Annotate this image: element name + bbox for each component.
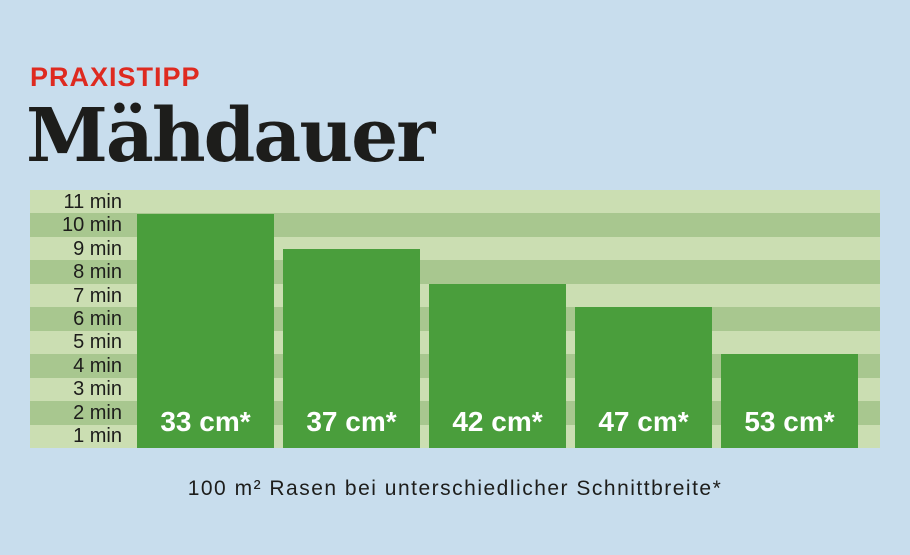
y-tick-label: 3 min <box>73 378 122 401</box>
y-tick-label: 10 min <box>61 214 122 237</box>
y-tick-label: 7 min <box>73 284 122 307</box>
y-tick-label: 9 min <box>73 237 122 260</box>
bar-47cm: 47 cm* <box>575 307 712 448</box>
y-tick-label: 11 min <box>63 190 122 213</box>
bar-42cm: 42 cm* <box>429 283 566 448</box>
y-tick-label: 8 min <box>73 261 122 284</box>
bar-53cm: 53 cm* <box>721 354 858 448</box>
bar-label: 42 cm* <box>452 406 543 437</box>
bar-chart: 11 min 10 min 9 min 8 min 7 min 6 min 5 min 4 m… <box>30 190 880 448</box>
y-tick-label: 2 min <box>73 401 122 424</box>
y-tick-label: 5 min <box>73 331 122 354</box>
kicker-praxistipp: PRAXISTIPP <box>30 62 201 92</box>
bar-label: 47 cm* <box>598 406 689 437</box>
y-tick-label: 1 min <box>73 425 122 448</box>
bar-label: 53 cm* <box>744 406 835 437</box>
bar-37cm: 37 cm* <box>283 248 420 448</box>
bar-33cm: 33 cm* <box>137 213 274 448</box>
chart-bars: 33 cm* 37 cm* 42 cm* 47 cm* 53 cm* <box>137 190 858 448</box>
chart-row: 11 min <box>30 190 880 214</box>
page-title: Mähdauer <box>26 93 435 179</box>
y-tick-label: 4 min <box>73 354 122 377</box>
bar-label: 37 cm* <box>306 406 397 437</box>
y-tick-label: 6 min <box>73 307 122 330</box>
bar-label: 33 cm* <box>160 406 251 437</box>
chart-caption: 100 m² Rasen bei unterschiedlicher Schni… <box>187 477 723 500</box>
